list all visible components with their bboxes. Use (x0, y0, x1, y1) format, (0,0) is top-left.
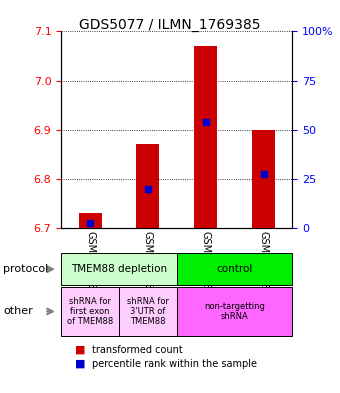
Text: ■: ■ (75, 358, 85, 369)
Bar (79, 213, 102, 228)
Bar (194, 46, 217, 228)
Text: GDS5077 / ILMN_1769385: GDS5077 / ILMN_1769385 (79, 18, 261, 32)
Text: other: other (3, 307, 33, 316)
Bar (252, 130, 275, 228)
Text: transformed count: transformed count (92, 345, 183, 355)
Text: ■: ■ (75, 345, 85, 355)
Bar (136, 144, 159, 228)
Text: shRNA for
3'UTR of
TMEM88: shRNA for 3'UTR of TMEM88 (127, 297, 169, 326)
Text: non-targetting
shRNA: non-targetting shRNA (204, 302, 265, 321)
Text: TMEM88 depletion: TMEM88 depletion (71, 264, 167, 274)
Text: protocol: protocol (3, 264, 49, 274)
Text: percentile rank within the sample: percentile rank within the sample (92, 358, 257, 369)
Text: control: control (217, 264, 253, 274)
Text: shRNA for
first exon
of TMEM88: shRNA for first exon of TMEM88 (67, 297, 113, 326)
